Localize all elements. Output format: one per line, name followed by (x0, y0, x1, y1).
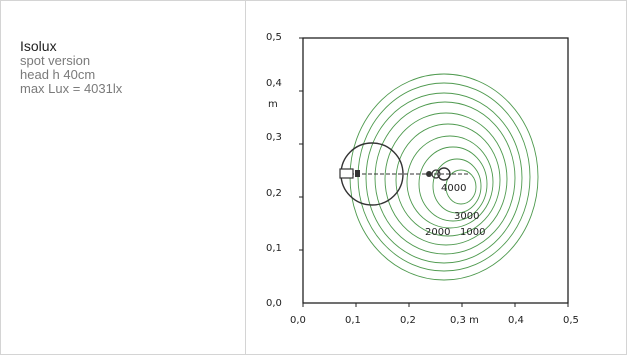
y-tick-0-2: 0,2 (266, 188, 282, 199)
info-panel: Isolux spot version head h 40cm max Lux … (20, 38, 122, 96)
x-tick-0-2: 0,2 (400, 315, 416, 326)
spot-lamp (437, 167, 451, 181)
contour-4000 (445, 169, 477, 205)
contour-2000 (406, 135, 494, 229)
isolux-contours (349, 73, 539, 281)
x-tick-0-0: 0,0 (290, 315, 306, 326)
panel-divider (245, 0, 246, 355)
lamp-clamp (355, 170, 360, 177)
info-line-maxlux: max Lux = 4031lx (20, 81, 123, 96)
contour-3000 (418, 146, 488, 222)
x-tick-0-4: 0,4 (508, 315, 524, 326)
contour-label-4000: 4000 (441, 183, 466, 194)
contour-9 (432, 158, 482, 214)
contour-6 (395, 123, 501, 237)
y-tick-0-1: 0,1 (266, 243, 282, 254)
y-tick-0-0: 0,0 (266, 298, 282, 309)
isolux-svg: 0,5 0,4 m 0,3 0,2 0,1 0,0 0,0 0,1 0,2 0,… (266, 32, 579, 326)
diagram-title: Isolux (20, 38, 57, 54)
isolux-plot: 0,5 0,4 m 0,3 0,2 0,1 0,0 0,0 0,1 0,2 0,… (258, 16, 598, 351)
plot-frame (302, 37, 569, 304)
info-line-version: spot version (20, 53, 91, 68)
contour-label-2000: 2000 (425, 227, 450, 238)
info-line-height: head h 40cm (20, 67, 96, 82)
x-tick-0-5: 0,5 (563, 315, 579, 326)
y-tick-0-4: 0,4 (266, 78, 282, 89)
contour-3 (365, 92, 523, 264)
contour-label-3000: 3000 (454, 211, 479, 222)
contour-outer (349, 73, 539, 281)
contour-1000 (384, 112, 508, 246)
lamp-base-rect (339, 168, 354, 179)
contour-2 (357, 82, 531, 272)
spot-dot-left (426, 171, 432, 177)
y-tick-0-5: 0,5 (266, 32, 282, 43)
x-tick-0-1: 0,1 (345, 315, 361, 326)
contour-label-1000: 1000 (460, 227, 485, 238)
contour-4 (374, 101, 516, 255)
y-tick-0-3: 0,3 (266, 132, 282, 143)
x-tick-0-3: 0,3 m (450, 315, 479, 326)
spot-ring (431, 169, 441, 179)
y-unit-label: m (268, 99, 278, 110)
